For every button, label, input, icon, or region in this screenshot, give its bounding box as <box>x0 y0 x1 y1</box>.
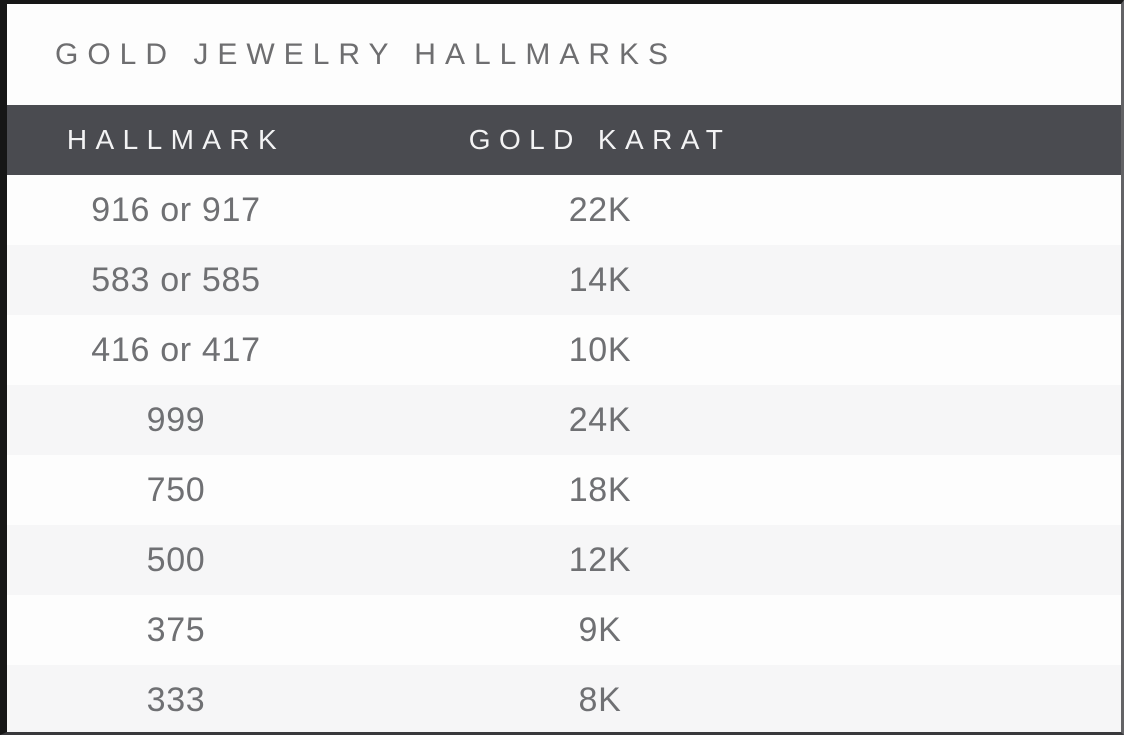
hallmark-cell: 916 or 917 <box>91 190 261 229</box>
title-bar: GOLD JEWELRY HALLMARKS <box>7 4 1121 105</box>
table-body: 916 or 917 22K 583 or 585 14K 416 or 417… <box>7 175 1121 732</box>
hallmark-cell: 416 or 417 <box>91 330 261 369</box>
hallmark-cell: 333 <box>146 680 206 719</box>
table-row: 500 12K <box>7 525 1121 595</box>
table-row: 416 or 417 10K <box>7 315 1121 385</box>
table-row: 916 or 917 22K <box>7 175 1121 245</box>
page-title: GOLD JEWELRY HALLMARKS <box>55 37 678 71</box>
hallmark-cell: 999 <box>146 400 206 439</box>
karat-cell: 9K <box>578 610 622 649</box>
table-row: 999 24K <box>7 385 1121 455</box>
table-row: 333 8K <box>7 665 1121 732</box>
table-row: 750 18K <box>7 455 1121 525</box>
karat-cell: 18K <box>568 470 632 509</box>
table-row: 375 9K <box>7 595 1121 665</box>
karat-cell: 24K <box>568 400 632 439</box>
hallmark-cell: 750 <box>146 470 206 509</box>
hallmark-cell: 583 or 585 <box>91 260 261 299</box>
karat-cell: 14K <box>568 260 632 299</box>
karat-cell: 10K <box>568 330 632 369</box>
column-header-gold-karat: GOLD KARAT <box>468 124 732 155</box>
hallmark-cell: 500 <box>146 540 206 579</box>
karat-cell: 12K <box>568 540 632 579</box>
hallmark-cell: 375 <box>146 610 206 649</box>
table-row: 583 or 585 14K <box>7 245 1121 315</box>
karat-cell: 22K <box>568 190 632 229</box>
column-header-hallmark: HALLMARK <box>66 124 286 155</box>
table-header-row: HALLMARK GOLD KARAT <box>7 105 1121 175</box>
karat-cell: 8K <box>578 680 622 719</box>
